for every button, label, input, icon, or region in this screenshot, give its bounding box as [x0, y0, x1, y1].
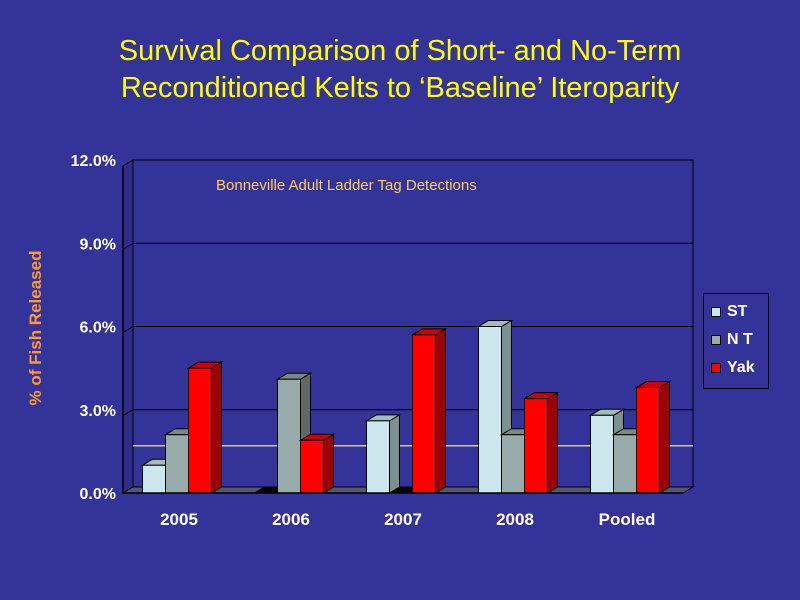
legend-swatch	[711, 335, 721, 345]
bar-side	[659, 380, 670, 494]
legend-item: ST	[711, 302, 747, 322]
bar-2008-yak	[522, 391, 560, 494]
legend-swatch	[711, 363, 721, 373]
gridline-side	[122, 326, 134, 333]
bar-side	[435, 327, 446, 494]
bar-front	[501, 434, 525, 494]
title-line-2: Reconditioned Kelts to ‘Baseline’ Iterop…	[120, 72, 680, 104]
y-tick-label: 12.0%	[71, 153, 116, 170]
title-line-1: Survival Comparison of Short- and No-Ter…	[118, 35, 682, 67]
legend-swatch	[711, 307, 721, 317]
bar-2006-yak	[298, 433, 336, 494]
legend-label: Yak	[727, 359, 755, 376]
x-tick-label: Pooled	[599, 510, 656, 529]
bar-front	[478, 326, 502, 494]
bar-side	[323, 433, 334, 494]
bar-front	[590, 414, 614, 494]
bar-front	[636, 387, 660, 494]
bar-2005-yak	[186, 361, 224, 494]
y-tick-label: 9.0%	[80, 236, 116, 253]
bar-front	[300, 439, 324, 494]
bar-front	[524, 398, 548, 494]
bar-2007-st	[364, 413, 402, 494]
page-title: Survival Comparison of Short- and No-Ter…	[0, 33, 800, 107]
bar-side	[389, 413, 400, 494]
bar-side	[211, 361, 222, 494]
legend-label: N T	[727, 331, 753, 348]
y-tick-label: 6.0%	[80, 320, 116, 337]
bar-front	[277, 378, 301, 494]
y-tick-label: 0.0%	[80, 486, 116, 503]
bar-front	[366, 420, 390, 494]
x-tick-label: 2005	[160, 510, 198, 529]
x-tick-label: 2008	[496, 510, 534, 529]
chart-legend: ST N T Yak	[703, 293, 769, 389]
bar-front	[188, 367, 212, 494]
chart-annotation: Bonneville Adult Ladder Tag Detections	[216, 177, 477, 194]
x-tick-label: 2006	[272, 510, 310, 529]
bar-front	[142, 464, 166, 494]
bar-front	[165, 434, 189, 494]
legend-label: ST	[727, 303, 748, 320]
gridline-side	[122, 242, 134, 250]
bar-front	[412, 334, 436, 494]
gridline-side	[122, 159, 134, 167]
plot-side-wall	[122, 159, 134, 494]
bar-side	[547, 391, 558, 494]
gridline-side	[122, 409, 134, 417]
bar-front	[613, 434, 637, 494]
legend-item: Yak	[711, 358, 755, 378]
bar-pooled-yak	[634, 380, 672, 494]
bar-2007-yak	[410, 327, 448, 494]
y-tick-label: 3.0%	[80, 403, 116, 420]
x-tick-label: 2007	[384, 510, 422, 529]
legend-item: N T	[711, 330, 753, 350]
